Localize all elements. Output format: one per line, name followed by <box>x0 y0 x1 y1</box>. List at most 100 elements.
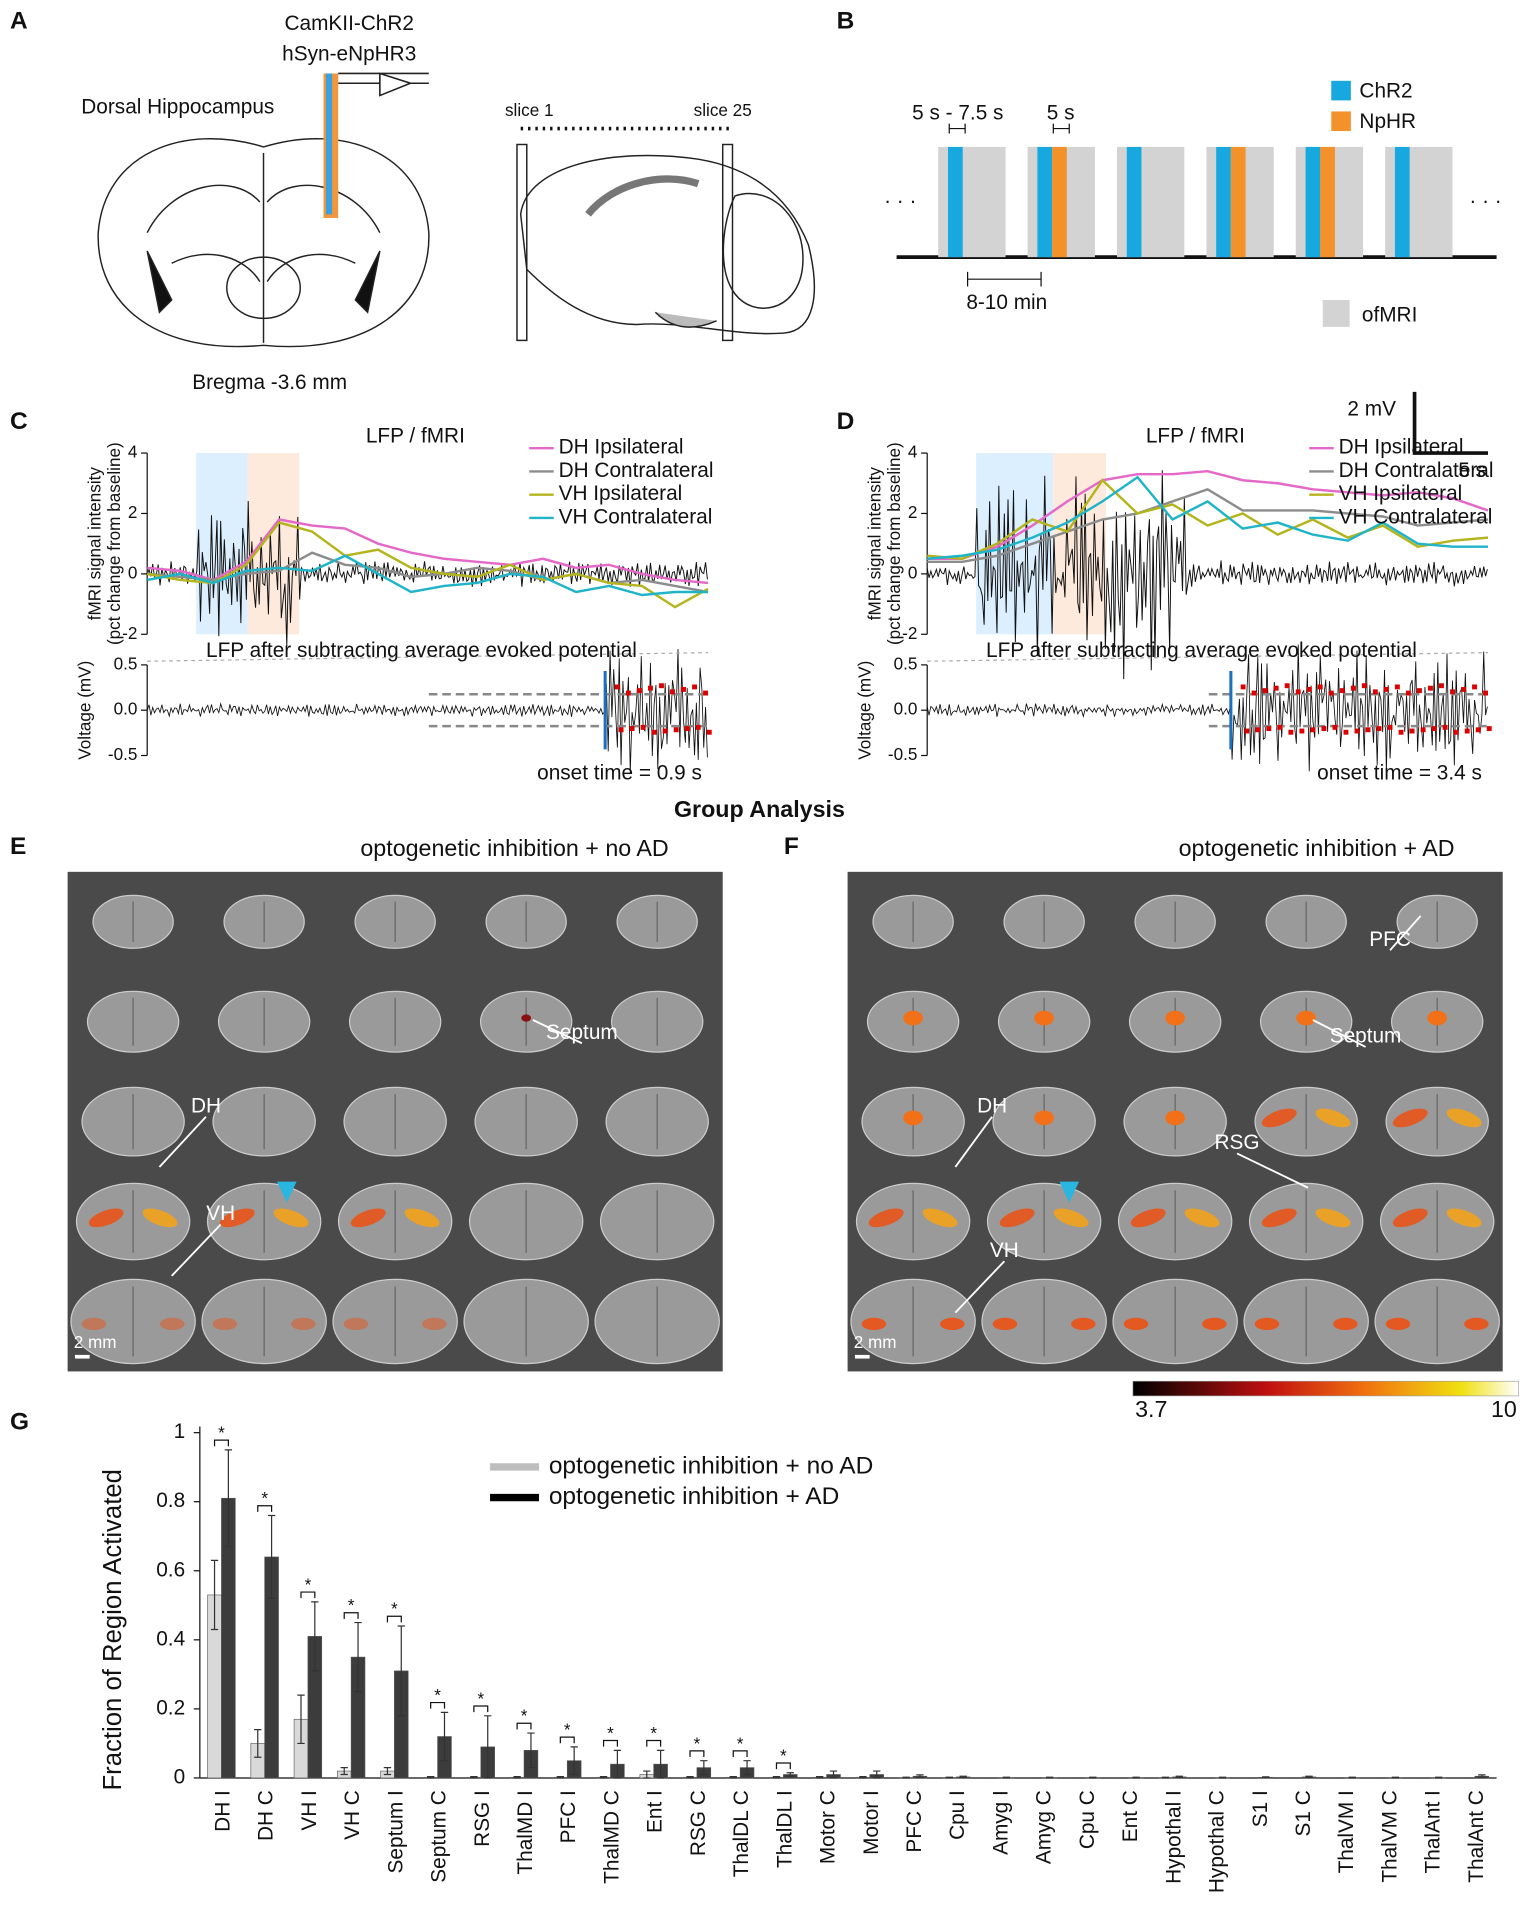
chart-title: LFP / fMRI <box>1146 425 1245 448</box>
threshold <box>428 693 709 728</box>
spike-marker <box>651 729 657 735</box>
panel-a: CamKII-ChR2 hSyn-eNpHR3 Dorsal Hippocamp… <box>81 12 815 394</box>
activation <box>1071 1317 1096 1331</box>
activation <box>1053 1208 1089 1228</box>
significance-bracket <box>689 1750 705 1758</box>
y-tick-label: 0.4 <box>156 1627 185 1650</box>
spike-marker <box>1450 689 1455 695</box>
x-tick-label: ThalDL C <box>730 1790 753 1877</box>
x-tick-label: Septum C <box>428 1790 451 1882</box>
activation <box>1034 1110 1054 1126</box>
x-tick-label: DH I <box>211 1790 234 1832</box>
x-tick-label: ThalMD C <box>600 1790 623 1884</box>
activation <box>1446 1108 1482 1128</box>
error-bar <box>772 1775 781 1779</box>
spike-marker <box>1464 728 1470 734</box>
activation <box>219 1208 255 1228</box>
spike-marker <box>681 686 686 692</box>
sagittal-atlas <box>516 143 815 342</box>
legend-label: DH Ipsilateral <box>559 436 684 459</box>
activation <box>273 1208 309 1228</box>
significance-bracket <box>559 1736 575 1744</box>
scale-label: 5 s <box>1458 459 1486 482</box>
activation <box>404 1208 440 1228</box>
y-tick-label: 2 <box>908 502 918 522</box>
spike-marker <box>1431 726 1437 732</box>
region-label: Dorsal Hippocampus <box>81 95 274 118</box>
spike-marker <box>1387 724 1393 730</box>
error-bar <box>513 1775 521 1779</box>
coronal-atlas <box>97 138 430 348</box>
bregma: Bregma -3.6 mm <box>192 371 347 394</box>
panel-letter: C <box>10 408 28 435</box>
spike-marker <box>1354 728 1360 734</box>
spike-marker <box>670 689 675 695</box>
chart-title: LFP / fMRI <box>366 425 465 448</box>
construct: hSyn-eNpHR3 <box>282 43 416 66</box>
spike-marker <box>1273 685 1279 691</box>
spike-marker <box>1439 683 1444 689</box>
activation <box>940 1317 965 1331</box>
spike-marker <box>659 683 664 689</box>
significance-star: * <box>521 1706 528 1726</box>
spike-marker <box>703 690 709 696</box>
slice-label: slice 1 <box>505 100 554 120</box>
x-tick-label: Motor C <box>817 1790 840 1864</box>
significance-star: * <box>434 1685 441 1705</box>
y-tick-label: 0.0 <box>114 699 138 719</box>
region-label: PFC <box>1369 928 1411 951</box>
bracket <box>948 123 1070 134</box>
spike-marker <box>1310 727 1316 733</box>
y-tick-label: 2 <box>128 502 138 522</box>
label-pointer <box>532 1019 583 1045</box>
spike-marker <box>1394 684 1400 690</box>
error-bar <box>297 1694 305 1745</box>
scale-label: 2 mm <box>74 1332 117 1352</box>
significance-star: * <box>348 1595 355 1615</box>
error-bar <box>902 1776 910 1779</box>
label-pointer <box>158 1116 207 1168</box>
activation <box>88 1208 124 1228</box>
connector <box>147 652 709 662</box>
activation <box>922 1208 958 1228</box>
x-tick-label: ThalMD I <box>514 1790 537 1874</box>
error-bar <box>816 1775 824 1779</box>
significance-bracket <box>775 1762 791 1770</box>
x-tick-label: Cpu C <box>1076 1790 1099 1849</box>
error-bar <box>254 1729 262 1758</box>
activation <box>1165 1110 1185 1126</box>
spike-marker <box>629 726 635 732</box>
activation <box>1385 1317 1411 1331</box>
stim-marker <box>276 1181 297 1203</box>
spike-marker <box>614 684 620 690</box>
error-bar <box>311 1601 319 1672</box>
spike-marker <box>662 728 668 734</box>
error-bar <box>340 1766 348 1776</box>
x-tick-label: S1 C <box>1292 1790 1315 1836</box>
activation <box>1315 1108 1351 1128</box>
activation <box>1427 1010 1447 1026</box>
significance-star: * <box>607 1723 614 1743</box>
activation <box>1130 1208 1166 1228</box>
error-bar <box>1089 1776 1097 1779</box>
x-tick-label: Amyg I <box>989 1790 1012 1855</box>
activation <box>903 1010 923 1026</box>
x-tick-label: Hypothal C <box>1206 1790 1229 1893</box>
activation <box>861 1317 887 1331</box>
error-bar <box>267 1514 276 1600</box>
series-line <box>927 469 1489 560</box>
error-bar <box>210 1559 219 1631</box>
significance-bracket <box>300 1591 316 1599</box>
ellipsis: · · · <box>884 190 916 213</box>
activation <box>1392 1108 1428 1128</box>
spike-marker <box>706 729 712 735</box>
y-tick-label: 0.2 <box>156 1696 185 1719</box>
significance-star: * <box>564 1719 571 1739</box>
error-bar <box>440 1711 449 1762</box>
spike-marker <box>1416 688 1422 694</box>
activation <box>291 1317 316 1331</box>
error-bar <box>1175 1775 1183 1779</box>
significance-star: * <box>650 1723 657 1743</box>
activation <box>1261 1108 1297 1128</box>
spike-marker <box>1398 729 1404 735</box>
